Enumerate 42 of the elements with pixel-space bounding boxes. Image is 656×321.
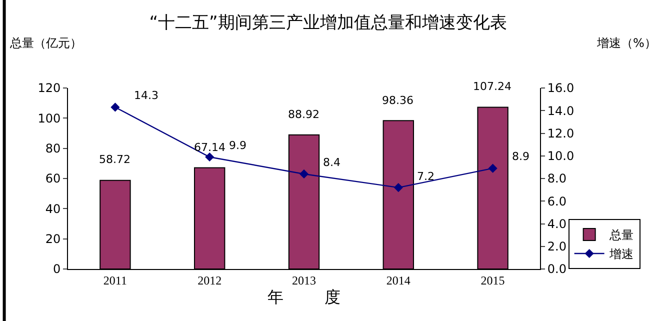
- y-axis-title: 总量（亿元）: [9, 36, 82, 50]
- data-label: 8.4: [323, 156, 340, 169]
- y-tick-label: 0: [52, 262, 61, 276]
- point: [488, 164, 498, 173]
- y2-tick-label: 16.0: [547, 81, 574, 96]
- chart-title: “十二五”期间第三产业增加值总量和增速变化表: [149, 12, 507, 33]
- y2-tick-label: 10.0: [547, 149, 574, 164]
- y2-tick-label: 2.0: [547, 240, 566, 254]
- point: [205, 152, 214, 162]
- data-label: 9.9: [229, 139, 246, 152]
- y-tick-label: 120: [38, 81, 61, 96]
- point: [394, 183, 403, 192]
- x-tick-label: 2014: [386, 273, 410, 288]
- x-tick-label: 2011: [103, 273, 127, 288]
- point: [110, 102, 120, 112]
- y-tick-label: 20: [45, 232, 61, 246]
- y2-axis-title: 增速（%）: [596, 36, 656, 50]
- y-tick-label: 40: [45, 202, 61, 216]
- x-tick-label: 2013: [292, 273, 316, 288]
- x-tick-label: 2012: [198, 273, 222, 288]
- data-label: 107.24: [473, 80, 512, 93]
- legend-label: 增速: [608, 247, 634, 262]
- y2-tick-label: 0.0: [547, 262, 566, 276]
- y2-tick-label: 14.0: [547, 104, 574, 118]
- data-label: 88.92: [288, 108, 320, 121]
- y2-tick-label: 6.0: [547, 194, 566, 208]
- y-tick-label: 100: [38, 111, 61, 126]
- data-label: 98.36: [382, 94, 414, 107]
- data-label: 14.3: [134, 89, 158, 102]
- legend-label: 总量: [608, 228, 634, 242]
- y-tick-label: 60: [45, 172, 61, 186]
- point: [299, 169, 309, 179]
- y2-tick-label: 8.0: [547, 172, 566, 186]
- data-label: 67.14: [194, 141, 226, 154]
- data-label: 8.9: [512, 150, 530, 163]
- y-tick-label: 80: [45, 142, 61, 156]
- data-label: 7.2: [417, 170, 434, 183]
- y2-tick-label: 12.0: [547, 126, 574, 140]
- y2-tick-label: 4.0: [547, 216, 566, 231]
- x-axis-title: 年 度: [268, 287, 340, 306]
- x-tick-label: 2015: [480, 273, 505, 288]
- data-label: 58.72: [99, 153, 130, 166]
